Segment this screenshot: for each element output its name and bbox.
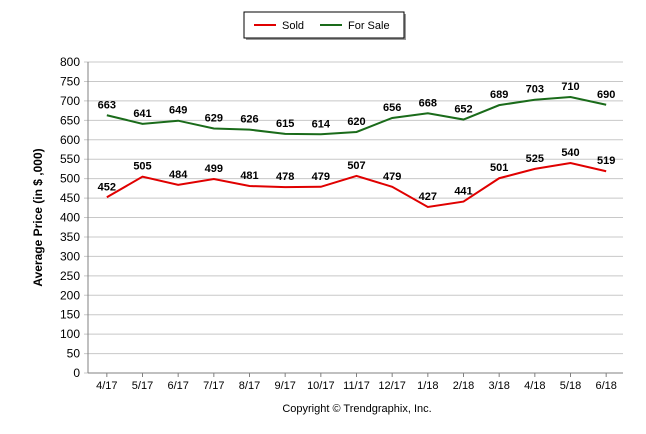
data-label: 656 bbox=[383, 102, 401, 114]
data-label: 479 bbox=[312, 171, 330, 183]
x-tick-label: 3/18 bbox=[488, 380, 509, 392]
data-label: 620 bbox=[347, 116, 365, 128]
data-label: 481 bbox=[240, 170, 258, 182]
data-label: 626 bbox=[240, 114, 258, 126]
y-tick-label: 350 bbox=[60, 230, 80, 244]
y-tick-label: 0 bbox=[73, 366, 80, 380]
data-label: 690 bbox=[597, 89, 615, 101]
data-label: 499 bbox=[205, 163, 223, 175]
legend-label-for-sale: For Sale bbox=[348, 20, 390, 32]
data-label: 641 bbox=[133, 108, 151, 120]
data-label: 663 bbox=[98, 99, 116, 111]
data-label: 614 bbox=[312, 118, 331, 130]
data-label: 525 bbox=[526, 153, 544, 165]
x-tick-label: 9/17 bbox=[274, 380, 295, 392]
x-tick-label: 4/17 bbox=[96, 380, 117, 392]
x-tick-label: 5/18 bbox=[560, 380, 581, 392]
y-tick-label: 800 bbox=[60, 55, 80, 69]
data-label: 479 bbox=[383, 171, 401, 183]
x-tick-label: 8/17 bbox=[239, 380, 260, 392]
y-tick-label: 250 bbox=[60, 269, 80, 283]
data-label: 703 bbox=[526, 84, 544, 96]
series-line-sold bbox=[106, 162, 607, 209]
x-tick-label: 11/17 bbox=[343, 380, 370, 392]
y-tick-label: 650 bbox=[60, 113, 80, 127]
x-tick-label: 10/17 bbox=[307, 380, 335, 392]
data-label: 629 bbox=[205, 112, 223, 124]
data-label: 501 bbox=[490, 162, 508, 174]
x-tick-label: 7/17 bbox=[203, 380, 224, 392]
data-label: 478 bbox=[276, 171, 294, 183]
y-tick-label: 700 bbox=[60, 94, 80, 108]
data-label: 668 bbox=[419, 97, 437, 109]
legend-label-sold: Sold bbox=[282, 20, 304, 32]
data-label: 505 bbox=[133, 161, 151, 173]
x-tick-label: 2/18 bbox=[453, 380, 474, 392]
x-tick-label: 1/18 bbox=[417, 380, 438, 392]
data-label: 441 bbox=[454, 186, 472, 198]
y-tick-label: 550 bbox=[60, 152, 80, 166]
data-label: 689 bbox=[490, 89, 508, 101]
series-line-for-sale bbox=[106, 95, 607, 136]
y-tick-label: 750 bbox=[60, 74, 80, 88]
data-label: 649 bbox=[169, 105, 187, 117]
data-label: 540 bbox=[561, 147, 579, 159]
data-label: 615 bbox=[276, 118, 294, 130]
data-label: 710 bbox=[561, 81, 579, 93]
data-label: 507 bbox=[347, 160, 365, 172]
y-tick-label: 500 bbox=[60, 172, 80, 186]
x-tick-label: 5/17 bbox=[132, 380, 153, 392]
y-tick-label: 450 bbox=[60, 191, 80, 205]
y-tick-label: 50 bbox=[67, 347, 81, 361]
x-tick-label: 6/17 bbox=[167, 380, 188, 392]
data-label: 519 bbox=[597, 155, 615, 167]
x-tick-label: 6/18 bbox=[595, 380, 616, 392]
x-tick-label: 4/18 bbox=[524, 380, 545, 392]
y-tick-label: 100 bbox=[60, 327, 80, 341]
y-tick-label: 400 bbox=[60, 211, 80, 225]
copyright-footer: Copyright © Trendgraphix, Inc. bbox=[282, 403, 431, 415]
y-tick-label: 150 bbox=[60, 308, 80, 322]
x-tick-label: 12/17 bbox=[378, 380, 406, 392]
y-tick-label: 200 bbox=[60, 288, 80, 302]
y-tick-label: 300 bbox=[60, 249, 80, 263]
data-label: 427 bbox=[419, 191, 437, 203]
y-tick-label: 600 bbox=[60, 133, 80, 147]
data-label: 452 bbox=[98, 181, 116, 193]
y-axis-label: Average Price (in $ ,000) bbox=[31, 148, 45, 286]
data-label: 652 bbox=[454, 104, 472, 116]
data-label: 484 bbox=[169, 169, 188, 181]
